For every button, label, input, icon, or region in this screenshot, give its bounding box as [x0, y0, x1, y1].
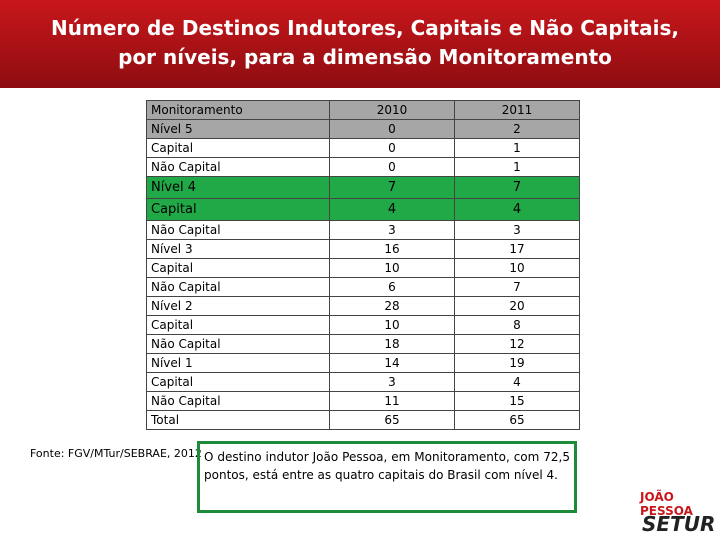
table-row: Nível 3 16 17 — [146, 239, 580, 259]
value-cell: 4 — [454, 198, 580, 221]
value-cell: 7 — [454, 176, 580, 199]
value-cell: 65 — [329, 410, 455, 430]
row-label: Capital — [146, 372, 330, 392]
value-cell: 19 — [454, 353, 580, 373]
value-cell: 15 — [454, 391, 580, 411]
value-cell: 6 — [329, 277, 455, 297]
table-row: Não Capital 18 12 — [146, 334, 580, 354]
note-box: O destino indutor João Pessoa, em Monito… — [197, 441, 577, 513]
row-label: Não Capital — [146, 334, 330, 354]
row-label: Nível 3 — [146, 239, 330, 259]
logo-city: JOÃO PESSOA — [640, 490, 693, 518]
value-cell: 7 — [329, 176, 455, 199]
header-band — [0, 0, 720, 88]
row-label: Capital — [146, 315, 330, 335]
table-row: Capital 4 4 — [146, 198, 580, 221]
value-cell: 12 — [454, 334, 580, 354]
value-cell: 1 — [454, 138, 580, 158]
value-cell: 0 — [329, 138, 455, 158]
table-row: Não Capital 0 1 — [146, 157, 580, 177]
slide-title: Número de Destinos Indutores, Capitais e… — [51, 16, 679, 69]
value-cell: 18 — [329, 334, 455, 354]
value-cell: 8 — [454, 315, 580, 335]
table-row: Não Capital 11 15 — [146, 391, 580, 411]
row-label: Não Capital — [146, 157, 330, 177]
row-label: Não Capital — [146, 220, 330, 240]
value-cell: 0 — [329, 157, 455, 177]
header-cell: Monitoramento — [146, 100, 330, 120]
value-cell: 3 — [329, 220, 455, 240]
row-label: Nível 2 — [146, 296, 330, 316]
value-cell: 65 — [454, 410, 580, 430]
row-label: Não Capital — [146, 277, 330, 297]
value-cell: 3 — [454, 220, 580, 240]
header-cell: 2011 — [454, 100, 580, 120]
data-table: Monitoramento 2010 2011 Nível 5 0 2 Capital… — [146, 100, 580, 430]
row-label: Não Capital — [146, 391, 330, 411]
table-row: Total 65 65 — [146, 410, 580, 430]
value-cell: 2 — [454, 119, 580, 139]
value-cell: 10 — [454, 258, 580, 278]
logo-brand: SETUR — [642, 512, 716, 536]
table-row: Nível 2 28 20 — [146, 296, 580, 316]
value-cell: 1 — [454, 157, 580, 177]
row-label: Capital — [146, 138, 330, 158]
value-cell: 10 — [329, 258, 455, 278]
row-label: Total — [146, 410, 330, 430]
row-label: Capital — [146, 258, 330, 278]
header-cell: 2010 — [329, 100, 455, 120]
value-cell: 16 — [329, 239, 455, 259]
table-row: Não Capital 6 7 — [146, 277, 580, 297]
row-label: Capital — [146, 198, 330, 221]
value-cell: 4 — [329, 198, 455, 221]
row-label: Nível 4 — [146, 176, 330, 199]
table-row: Não Capital 3 3 — [146, 220, 580, 240]
value-cell: 0 — [329, 119, 455, 139]
source: Fonte: FGV/MTur/SEBRAE, 2012 — [30, 447, 202, 460]
value-cell: 17 — [454, 239, 580, 259]
table-header: Monitoramento 2010 2011 — [146, 100, 580, 120]
value-cell: 11 — [329, 391, 455, 411]
value-cell: 10 — [329, 315, 455, 335]
table-row: Capital 0 1 — [146, 138, 580, 158]
value-cell: 7 — [454, 277, 580, 297]
row-label: Nível 5 — [146, 119, 330, 139]
table-row: Capital 3 4 — [146, 372, 580, 392]
value-cell: 28 — [329, 296, 455, 316]
value-cell: 14 — [329, 353, 455, 373]
value-cell: 3 — [329, 372, 455, 392]
table-row: Nível 1 14 19 — [146, 353, 580, 373]
table-row: Capital 10 8 — [146, 315, 580, 335]
row-label: Nível 1 — [146, 353, 330, 373]
value-cell: 20 — [454, 296, 580, 316]
value-cell: 4 — [454, 372, 580, 392]
table-row: Capital 10 10 — [146, 258, 580, 278]
